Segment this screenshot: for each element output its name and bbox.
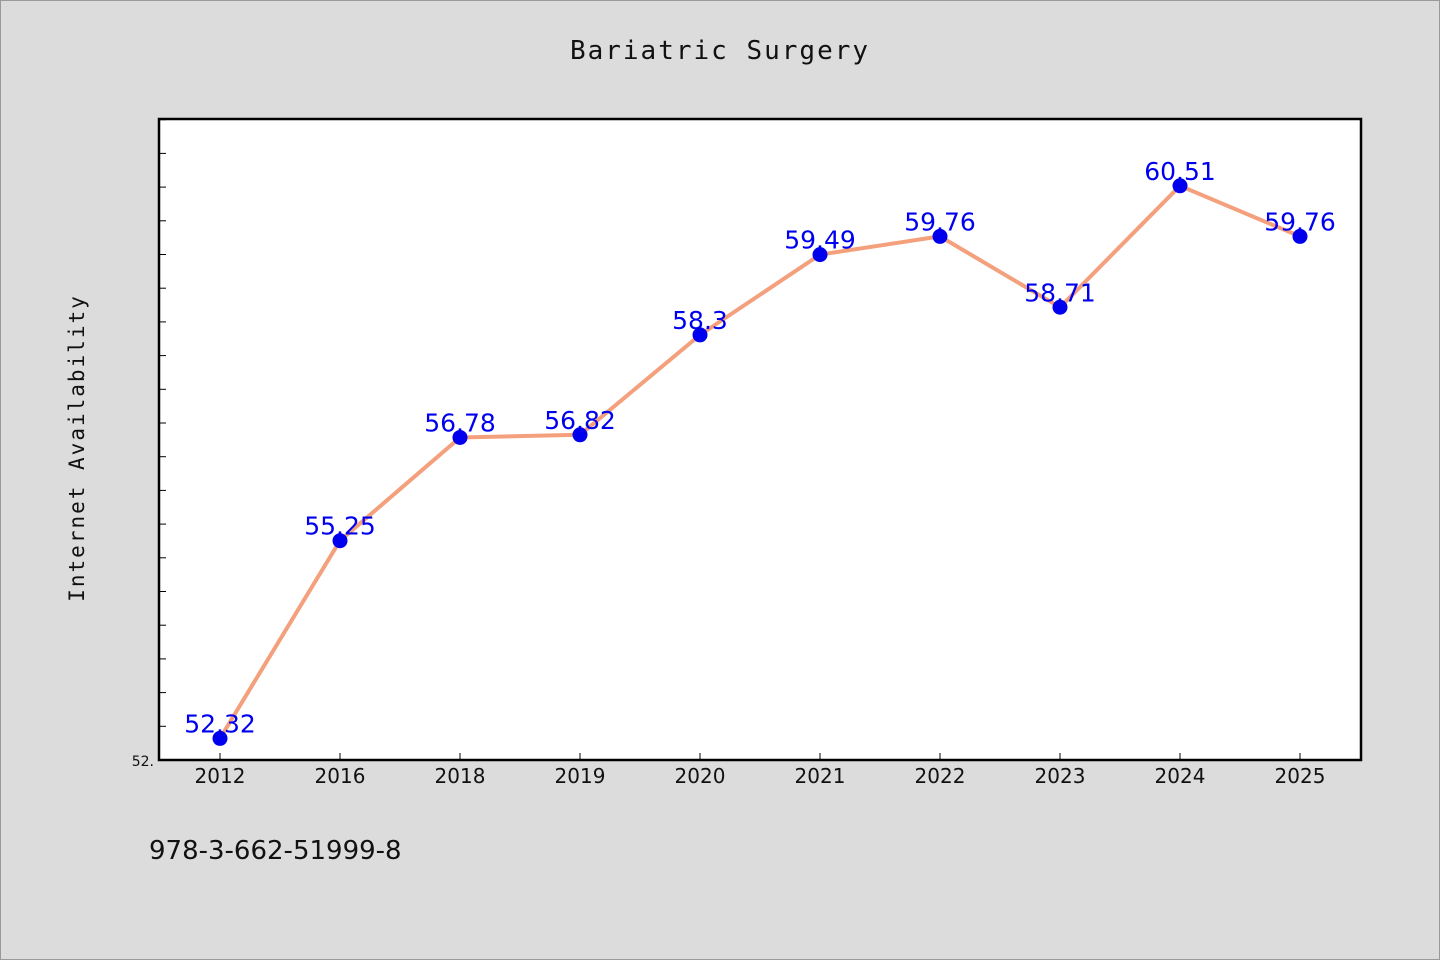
- data-point: [1052, 299, 1068, 315]
- x-tick-label: 2025: [1275, 764, 1326, 788]
- x-tick-label: 2019: [555, 764, 606, 788]
- data-point: [572, 427, 588, 443]
- data-label: 58.71: [1024, 278, 1096, 307]
- x-tick-label: 2012: [195, 764, 246, 788]
- x-tick-label: 2022: [915, 764, 966, 788]
- x-tick-label: 2021: [795, 764, 846, 788]
- data-label: 59.76: [1264, 207, 1336, 236]
- data-label: 58.3: [672, 306, 728, 335]
- data-label: 52.32: [184, 709, 256, 738]
- y-tick-label: 52.: [132, 754, 154, 770]
- plot-area: [159, 119, 1361, 760]
- series-line: [218, 183, 1302, 741]
- data-point: [332, 533, 348, 549]
- plot-border: [157, 117, 1363, 762]
- x-tick-label: 2024: [1155, 764, 1206, 788]
- x-tick-label: 2018: [435, 764, 486, 788]
- data-point: [1292, 228, 1308, 244]
- data-label: 60.51: [1144, 157, 1216, 186]
- data-label: 56.78: [424, 408, 496, 437]
- footer-id-text: 978-3-662-51999-8: [149, 836, 402, 866]
- data-label: 56.82: [544, 406, 616, 435]
- x-tick-label: 2023: [1035, 764, 1086, 788]
- data-point: [452, 429, 468, 445]
- x-tick-label: 2016: [315, 764, 366, 788]
- chart-title: Bariatric Surgery: [569, 36, 871, 66]
- data-point: [692, 327, 708, 343]
- x-tick-label: 2020: [675, 764, 726, 788]
- data-label: 59.76: [904, 207, 976, 236]
- data-label: 55.25: [304, 512, 376, 541]
- data-point: [1172, 178, 1188, 194]
- data-point: [932, 228, 948, 244]
- data-point: [812, 247, 828, 263]
- data-point: [212, 730, 228, 746]
- data-label: 59.49: [784, 226, 856, 255]
